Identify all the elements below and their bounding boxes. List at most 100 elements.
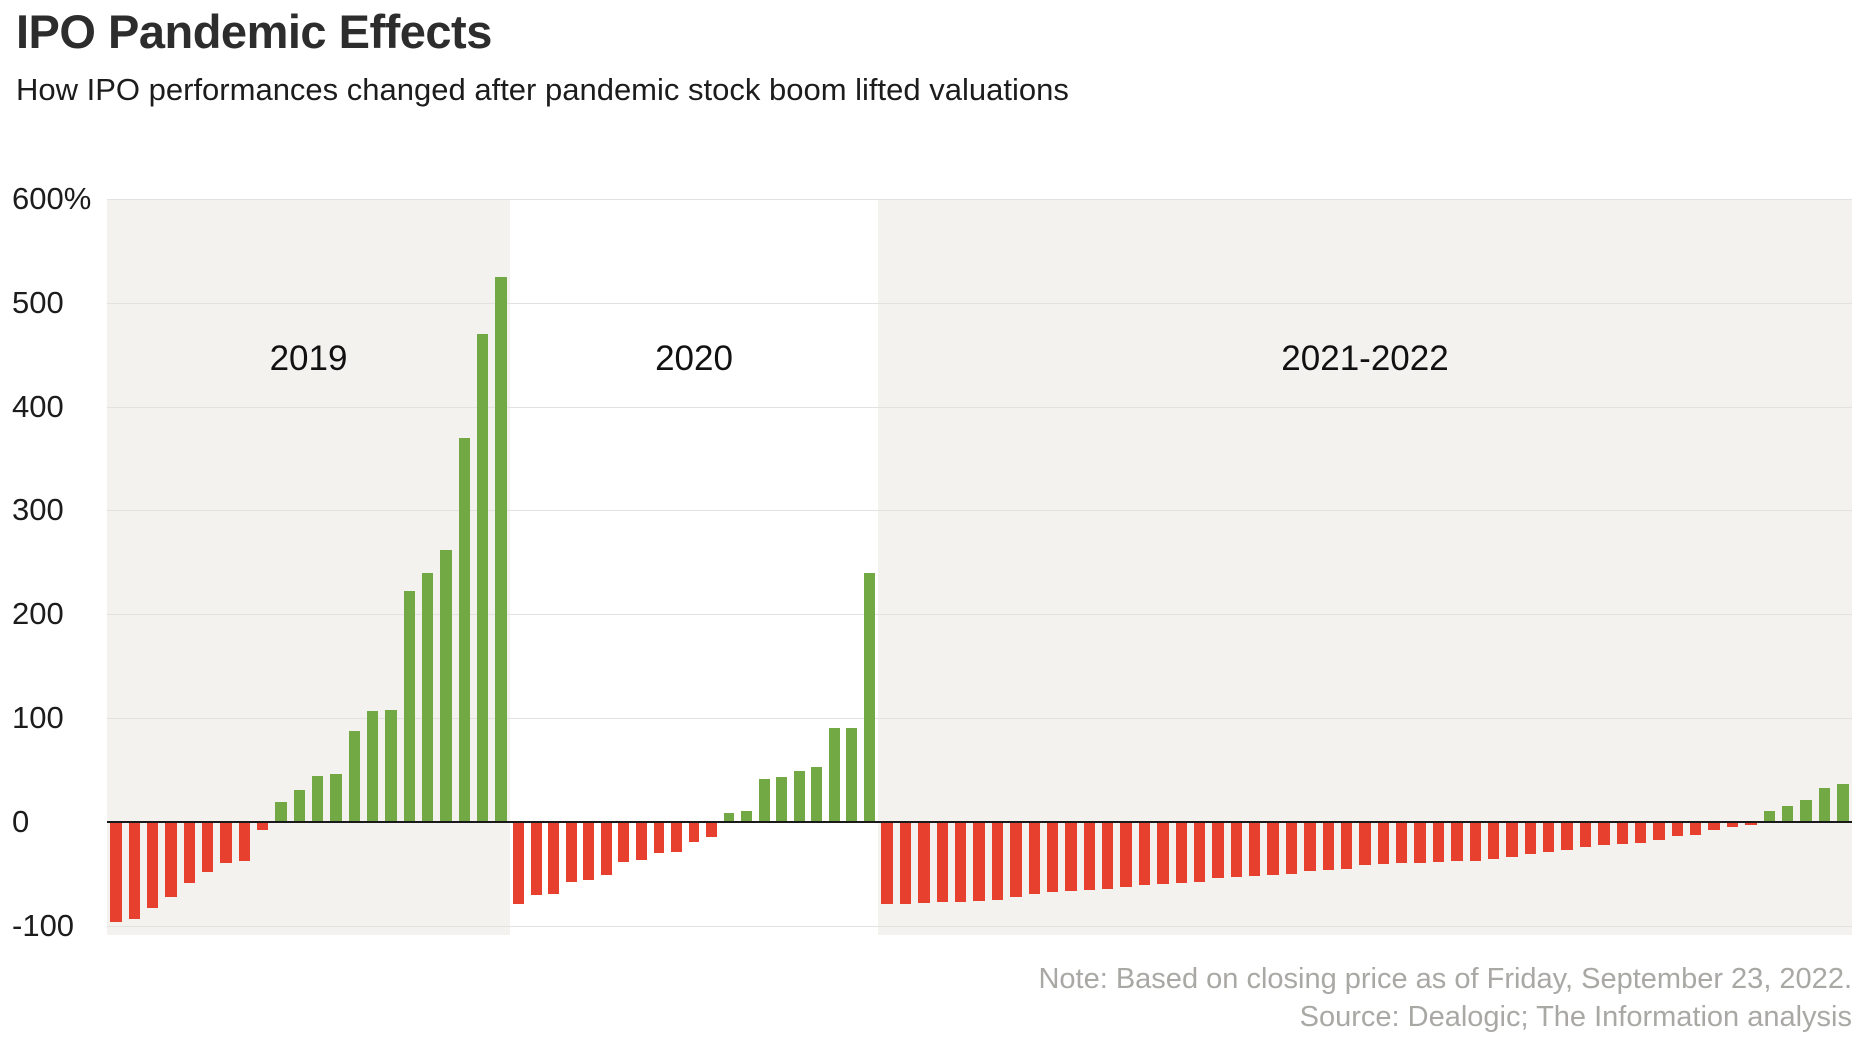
bar (311, 776, 324, 822)
bar (1469, 821, 1481, 862)
bar (793, 770, 805, 822)
bar (1230, 821, 1243, 877)
bar (828, 728, 840, 822)
bar (758, 779, 770, 822)
bar (165, 821, 177, 897)
bar (1065, 821, 1077, 892)
bar (1726, 821, 1739, 827)
bar (565, 821, 577, 882)
bar (220, 821, 232, 864)
bar (1598, 821, 1610, 845)
bar (1304, 821, 1316, 871)
gridline-500 (107, 302, 1852, 304)
y-axis-label-300: 300 (12, 492, 64, 528)
bar (723, 813, 735, 822)
bar (973, 821, 985, 901)
bar (293, 789, 305, 822)
bar (1396, 821, 1408, 864)
bar (936, 821, 948, 902)
bar (1102, 821, 1114, 890)
bar (1193, 821, 1206, 882)
bar (899, 821, 912, 904)
bar (1818, 787, 1831, 822)
bar (1745, 821, 1757, 825)
bar (955, 821, 967, 902)
bar (1267, 821, 1279, 875)
gridline-600 (107, 199, 1852, 200)
bar (671, 821, 682, 852)
bar (183, 821, 196, 884)
zero-axis-line (107, 820, 1852, 823)
panel-label: 2019 (269, 339, 348, 378)
bar (635, 821, 647, 861)
panel-label: 2020 (655, 339, 733, 378)
y-axis-label-0: 0 (12, 803, 30, 839)
bar (706, 821, 717, 838)
bar (476, 333, 489, 822)
gridline-300 (107, 510, 1852, 512)
bar (1138, 821, 1151, 886)
bar (110, 821, 122, 923)
bar (1285, 821, 1298, 874)
bar (128, 821, 141, 920)
panel-2020: 2020 (510, 199, 878, 935)
bar (1543, 821, 1555, 852)
bar (548, 821, 560, 895)
bar (1046, 821, 1059, 893)
bar (257, 821, 269, 831)
bar (1340, 821, 1353, 869)
panel-2021-2022: 2021-2022 (878, 199, 1852, 935)
bar (403, 591, 415, 822)
bar (741, 811, 752, 822)
bar (1616, 821, 1628, 844)
bar (846, 728, 858, 822)
gridline-200 (107, 614, 1852, 616)
chart-subtitle: How IPO performances changed after pande… (16, 72, 1069, 107)
bar (421, 572, 434, 822)
bar (202, 821, 214, 872)
bar (918, 821, 930, 903)
bar (1487, 821, 1500, 860)
bar (385, 709, 397, 822)
bar (653, 821, 665, 853)
bar (530, 821, 542, 896)
bar (618, 821, 630, 863)
gridline-100 (107, 718, 1852, 719)
bar (1322, 821, 1334, 870)
bar (1249, 821, 1261, 876)
bar (1212, 821, 1224, 878)
bar (881, 821, 893, 904)
bar (1506, 821, 1518, 858)
source-text: Source: Dealogic; The Information analys… (1299, 1001, 1852, 1033)
bar (811, 766, 823, 822)
chart-title: IPO Pandemic Effects (16, 5, 492, 58)
bar (1653, 821, 1665, 841)
bar (583, 821, 595, 880)
bar (1800, 800, 1812, 822)
bar (1377, 821, 1390, 865)
bar (776, 777, 788, 822)
bar (330, 774, 342, 822)
gridline--100 (107, 925, 1852, 927)
bar (440, 549, 452, 822)
bar (600, 821, 612, 875)
bar (513, 821, 525, 904)
bar (238, 821, 251, 862)
bar (366, 710, 379, 822)
bar (1671, 821, 1684, 837)
panel-label: 2021-2022 (1281, 339, 1449, 378)
bar (1010, 821, 1022, 897)
bar (1414, 821, 1426, 864)
note-block: Note: Based on closing price as of Frida… (1038, 960, 1852, 1036)
bar (991, 821, 1004, 900)
bar (147, 821, 159, 908)
bar (863, 572, 875, 822)
bar (1561, 821, 1573, 850)
bar (1359, 821, 1371, 866)
bar (1451, 821, 1463, 862)
bar (1781, 806, 1794, 822)
bar (1763, 811, 1775, 822)
y-axis-label--100: -100 (12, 907, 75, 943)
bar (1120, 821, 1132, 888)
bar (458, 437, 470, 822)
